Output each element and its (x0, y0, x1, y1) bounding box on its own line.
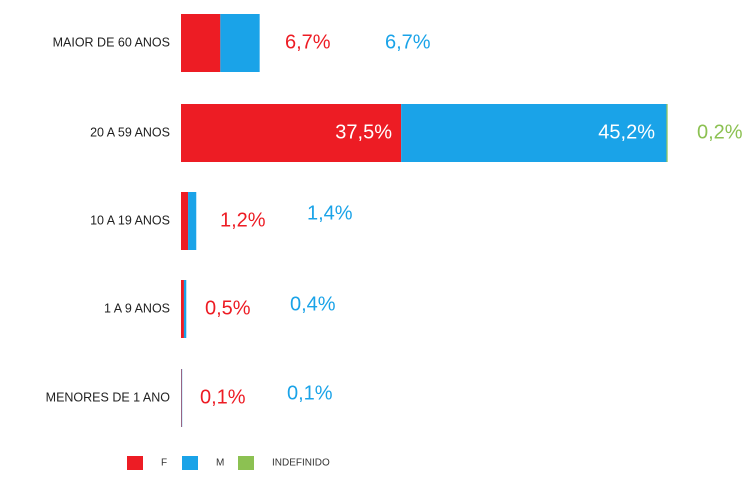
legend-swatch (127, 456, 143, 470)
legend-label: M (216, 458, 224, 469)
legend-swatch (238, 456, 254, 470)
category-label: MAIOR DE 60 ANOS (53, 35, 170, 49)
bar-segment (188, 192, 197, 250)
value-label: 0,4% (290, 293, 336, 315)
bar-segment (666, 104, 668, 162)
bar-segment (181, 14, 221, 72)
bar-segment (220, 14, 260, 72)
bar-segment (183, 280, 187, 338)
value-label: 37,5% (335, 121, 392, 143)
value-label: 6,7% (385, 31, 431, 53)
value-label: 1,4% (307, 202, 353, 224)
legend-swatch (182, 456, 198, 470)
value-label: 1,2% (220, 209, 266, 231)
value-label: 0,5% (205, 297, 251, 319)
bar-segment (181, 192, 189, 250)
value-label: 0,2% (697, 121, 743, 143)
value-label: 0,1% (287, 382, 333, 404)
bar-segment (181, 280, 184, 338)
bar-segment (401, 104, 667, 162)
category-label: 20 A 59 ANOS (90, 125, 170, 139)
category-label: 1 A 9 ANOS (104, 301, 170, 315)
category-label: MENORES DE 1 ANO (46, 390, 171, 404)
value-label: 6,7% (285, 31, 331, 53)
legend-label: F (161, 458, 167, 469)
legend-label: INDEFINIDO (272, 458, 330, 469)
bar-segment (181, 369, 182, 427)
value-label: 45,2% (598, 121, 655, 143)
bar-segment (181, 104, 402, 162)
bar-segment (181, 369, 183, 427)
category-label: 10 A 19 ANOS (90, 213, 170, 227)
value-label: 0,1% (200, 386, 246, 408)
